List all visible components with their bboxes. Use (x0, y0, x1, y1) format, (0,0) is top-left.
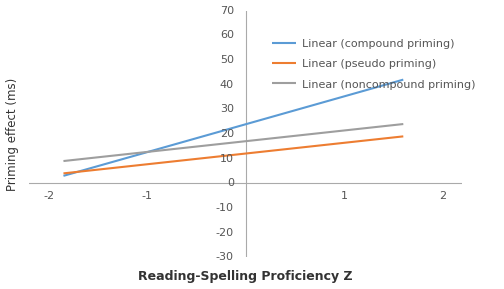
Text: 30: 30 (220, 104, 234, 114)
Linear (compound priming) (60, 174, 67, 177)
Linear (pseudo priming) (400, 135, 406, 138)
Linear (pseudo priming) (60, 172, 67, 175)
Line: Linear (noncompound priming): Linear (noncompound priming) (64, 124, 403, 161)
Text: 0: 0 (227, 178, 234, 188)
Text: 1: 1 (341, 191, 348, 201)
Legend: Linear (compound priming), Linear (pseudo priming), Linear (noncompound priming): Linear (compound priming), Linear (pseud… (269, 36, 479, 93)
Text: 50: 50 (220, 55, 234, 65)
Text: 2: 2 (439, 191, 446, 201)
Text: 60: 60 (220, 30, 234, 40)
Line: Linear (compound priming): Linear (compound priming) (64, 80, 403, 176)
Text: -2: -2 (43, 191, 54, 201)
Text: -1: -1 (142, 191, 153, 201)
Y-axis label: Priming effect (ms): Priming effect (ms) (6, 77, 19, 190)
Linear (noncompound priming) (60, 159, 67, 163)
Text: 40: 40 (220, 79, 234, 90)
Text: -30: -30 (216, 252, 234, 262)
Text: -20: -20 (216, 227, 234, 238)
Text: 10: 10 (220, 153, 234, 164)
Text: 20: 20 (220, 129, 234, 139)
Text: -10: -10 (216, 203, 234, 213)
Line: Linear (pseudo priming): Linear (pseudo priming) (64, 136, 403, 173)
Linear (compound priming) (400, 78, 406, 81)
Linear (noncompound priming) (400, 122, 406, 126)
Text: 70: 70 (220, 5, 234, 16)
X-axis label: Reading-Spelling Proficiency Z: Reading-Spelling Proficiency Z (139, 271, 353, 284)
